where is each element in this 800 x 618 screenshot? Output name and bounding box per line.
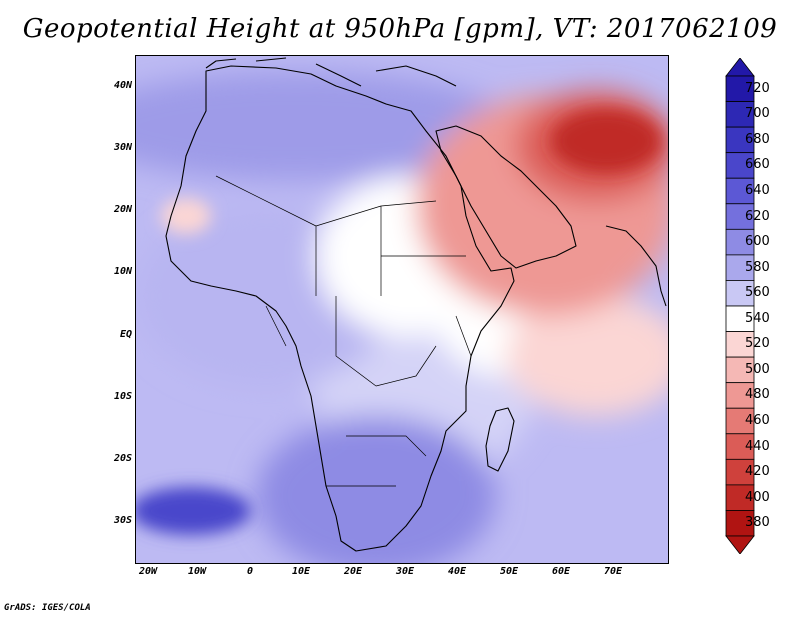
lon-label: 50E xyxy=(499,566,519,577)
colorbar-label: 480 xyxy=(745,387,770,403)
lon-label: 0 xyxy=(246,566,254,577)
colorbar-label: 420 xyxy=(745,464,770,480)
field-atlantic-low xyxy=(136,487,251,535)
lat-label: 40N xyxy=(113,80,132,91)
europe-coastline xyxy=(205,57,457,87)
field-indian-ocean-pink xyxy=(506,296,668,416)
colorbar-label: 560 xyxy=(745,285,770,301)
colorbar-label: 460 xyxy=(745,413,770,428)
lon-label: 30E xyxy=(395,566,415,577)
field-south-africa xyxy=(256,416,496,563)
lat-label: 30S xyxy=(113,515,132,526)
country-borders xyxy=(215,175,472,487)
madagascar-coastline xyxy=(485,407,515,472)
colorbar-label: 600 xyxy=(745,234,770,250)
lon-label: 10E xyxy=(291,566,311,577)
colorbar-cell xyxy=(725,382,755,409)
lat-label: 20N xyxy=(113,204,132,215)
colorbar-cell xyxy=(725,510,755,537)
colorbar-cell xyxy=(725,331,755,358)
colorbar-cell xyxy=(725,101,755,128)
colorbar-cell xyxy=(725,126,755,154)
colorbar-cell xyxy=(725,203,755,230)
colorbar-label: 720 xyxy=(745,80,770,96)
colorbar-label: 500 xyxy=(745,361,770,377)
lon-label: 70E xyxy=(603,566,623,577)
colorbar-bottom-arrow xyxy=(725,535,755,554)
colorbar-cell xyxy=(725,254,755,281)
colorbar-cell xyxy=(725,484,755,511)
colorbar-label: 540 xyxy=(745,310,770,326)
colorbar-cell xyxy=(725,458,755,486)
arabia-coastline xyxy=(435,125,577,269)
lat-label: 30N xyxy=(113,142,132,153)
lon-label: 20E xyxy=(343,566,363,577)
lat-label: 20S xyxy=(113,453,132,464)
colorbar-cell xyxy=(725,75,755,102)
map-plot-area xyxy=(135,55,669,564)
colorbar-label: 380 xyxy=(745,515,770,531)
lat-label: EQ xyxy=(119,329,132,340)
lat-label: 10N xyxy=(113,266,132,277)
field-persia-core xyxy=(551,109,661,173)
colorbar-label: 620 xyxy=(745,208,770,224)
india-coastline xyxy=(605,225,667,307)
field-north-band xyxy=(136,71,516,181)
lon-label: 10W xyxy=(187,566,207,577)
field-west-sahara-pink xyxy=(161,198,211,234)
colorbar xyxy=(725,58,755,554)
lon-label: 20W xyxy=(138,566,158,577)
colorbar-cell xyxy=(725,433,755,460)
lat-label: 10S xyxy=(113,391,132,402)
colorbar-label: 660 xyxy=(745,157,770,173)
colorbar-cell xyxy=(725,228,755,256)
colorbar-cell xyxy=(725,280,755,307)
colorbar-label: 700 xyxy=(745,106,770,122)
colorbar-cell xyxy=(725,177,755,205)
colorbar-label: 640 xyxy=(745,183,770,198)
colorbar-cell xyxy=(725,356,755,384)
colorbar-label: 520 xyxy=(745,336,770,352)
colorbar-top-arrow xyxy=(725,58,755,77)
lon-label: 40E xyxy=(447,566,467,577)
chart-title: Geopotential Height at 950hPa [gpm], VT:… xyxy=(22,14,778,44)
colorbar-label: 400 xyxy=(745,489,770,505)
colorbar-label: 440 xyxy=(745,438,770,454)
africa-coastline xyxy=(165,65,515,552)
colorbar-cell xyxy=(725,152,755,179)
lon-label: 60E xyxy=(551,566,571,577)
grads-credit: GrADS: IGES/COLA xyxy=(4,603,91,613)
colorbar-label: 580 xyxy=(745,259,770,275)
colorbar-cell xyxy=(725,305,755,332)
map-canvas xyxy=(136,56,668,563)
colorbar-label: 680 xyxy=(745,131,770,147)
